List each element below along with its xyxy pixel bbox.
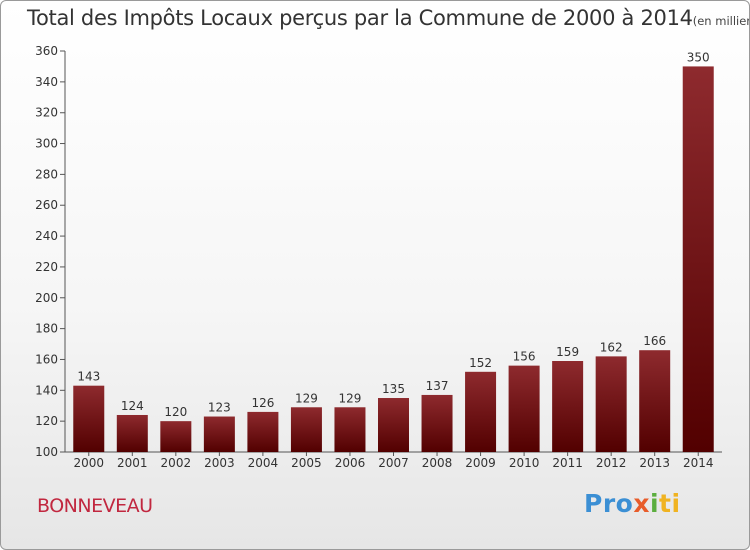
value-label-2001: 124 bbox=[121, 399, 144, 413]
y-tick-label: 180 bbox=[35, 322, 58, 336]
value-label-2007: 135 bbox=[382, 382, 405, 396]
y-tick-label: 140 bbox=[35, 383, 58, 397]
x-tick-label-2008: 2008 bbox=[422, 456, 453, 470]
chart-title: Total des Impôts Locaux perçus par la Co… bbox=[27, 6, 749, 30]
x-tick-label-2005: 2005 bbox=[291, 456, 322, 470]
value-label-2006: 129 bbox=[339, 391, 362, 405]
value-label-2011: 159 bbox=[556, 345, 579, 359]
value-label-2004: 126 bbox=[251, 396, 274, 410]
x-tick-label-2012: 2012 bbox=[596, 456, 627, 470]
bar-2012 bbox=[595, 356, 627, 452]
bars bbox=[73, 66, 714, 452]
bar-2000 bbox=[73, 385, 105, 452]
y-tick-label: 120 bbox=[35, 414, 58, 428]
y-tick-label: 240 bbox=[35, 229, 58, 243]
y-tick-label: 360 bbox=[35, 44, 58, 58]
value-label-2014: 350 bbox=[687, 50, 710, 64]
value-label-2013: 166 bbox=[643, 334, 666, 348]
y-tick-label: 320 bbox=[35, 106, 58, 120]
value-label-2012: 162 bbox=[600, 340, 623, 354]
bar-2009 bbox=[465, 371, 497, 452]
bar-2008 bbox=[421, 394, 453, 452]
value-label-2000: 143 bbox=[77, 370, 100, 384]
bar-2007 bbox=[378, 398, 409, 452]
y-tick-label: 100 bbox=[35, 445, 58, 459]
bar-2006 bbox=[334, 407, 366, 452]
x-axis: 2000 2001 2002 2003 2004 2005 2006 2007 2008 2009… bbox=[65, 451, 722, 470]
bar-2005 bbox=[290, 407, 322, 452]
x-tick-label-2006: 2006 bbox=[335, 456, 366, 470]
value-label-2002: 120 bbox=[164, 405, 187, 419]
value-label-2010: 156 bbox=[513, 350, 536, 364]
bar-2001 bbox=[116, 414, 148, 452]
x-tick-label-2010: 2010 bbox=[509, 456, 540, 470]
y-tick-label: 300 bbox=[35, 137, 58, 151]
proxiti-logo[interactable]: Proxiti bbox=[584, 489, 681, 518]
x-tick-label-2001: 2001 bbox=[117, 456, 148, 470]
value-labels: 143 124 120 123 126 129 129 135 137 152 156 159 162 1… bbox=[77, 50, 709, 419]
value-label-2008: 137 bbox=[426, 379, 449, 393]
bar-2014 bbox=[682, 66, 714, 452]
y-tick-label: 200 bbox=[35, 291, 58, 305]
y-tick-label: 160 bbox=[35, 352, 58, 366]
y-tick-label: 220 bbox=[35, 260, 58, 274]
x-tick-label-2013: 2013 bbox=[639, 456, 670, 470]
value-label-2005: 129 bbox=[295, 391, 318, 405]
y-tick-label: 340 bbox=[35, 75, 58, 89]
bar-2003 bbox=[203, 416, 235, 452]
y-tick-label: 280 bbox=[35, 167, 58, 181]
y-tick-label: 260 bbox=[35, 198, 58, 212]
y-axis: 100 120 140 160 180 200 220 240 260 280 300 320 340 3… bbox=[35, 44, 66, 459]
value-label-2009: 152 bbox=[469, 356, 492, 370]
x-tick-label-2011: 2011 bbox=[552, 456, 583, 470]
bar-2013 bbox=[639, 350, 671, 452]
x-tick-label-2007: 2007 bbox=[378, 456, 409, 470]
bar-2002 bbox=[160, 421, 192, 452]
bar-2011 bbox=[552, 361, 584, 452]
value-label-2003: 123 bbox=[208, 401, 231, 415]
x-tick-label-2014: 2014 bbox=[683, 456, 714, 470]
bar-2010 bbox=[508, 365, 540, 452]
bar-2004 bbox=[247, 411, 279, 452]
x-tick-label-2000: 2000 bbox=[73, 456, 104, 470]
x-tick-label-2004: 2004 bbox=[248, 456, 279, 470]
x-tick-label-2002: 2002 bbox=[161, 456, 192, 470]
x-tick-label-2003: 2003 bbox=[204, 456, 235, 470]
x-tick-label-2009: 2009 bbox=[465, 456, 496, 470]
chart-title-text: Total des Impôts Locaux perçus par la Co… bbox=[27, 6, 693, 30]
commune-name: BONNEVEAU bbox=[37, 495, 153, 517]
chart-unit: (en milliers d'€) bbox=[692, 14, 749, 28]
